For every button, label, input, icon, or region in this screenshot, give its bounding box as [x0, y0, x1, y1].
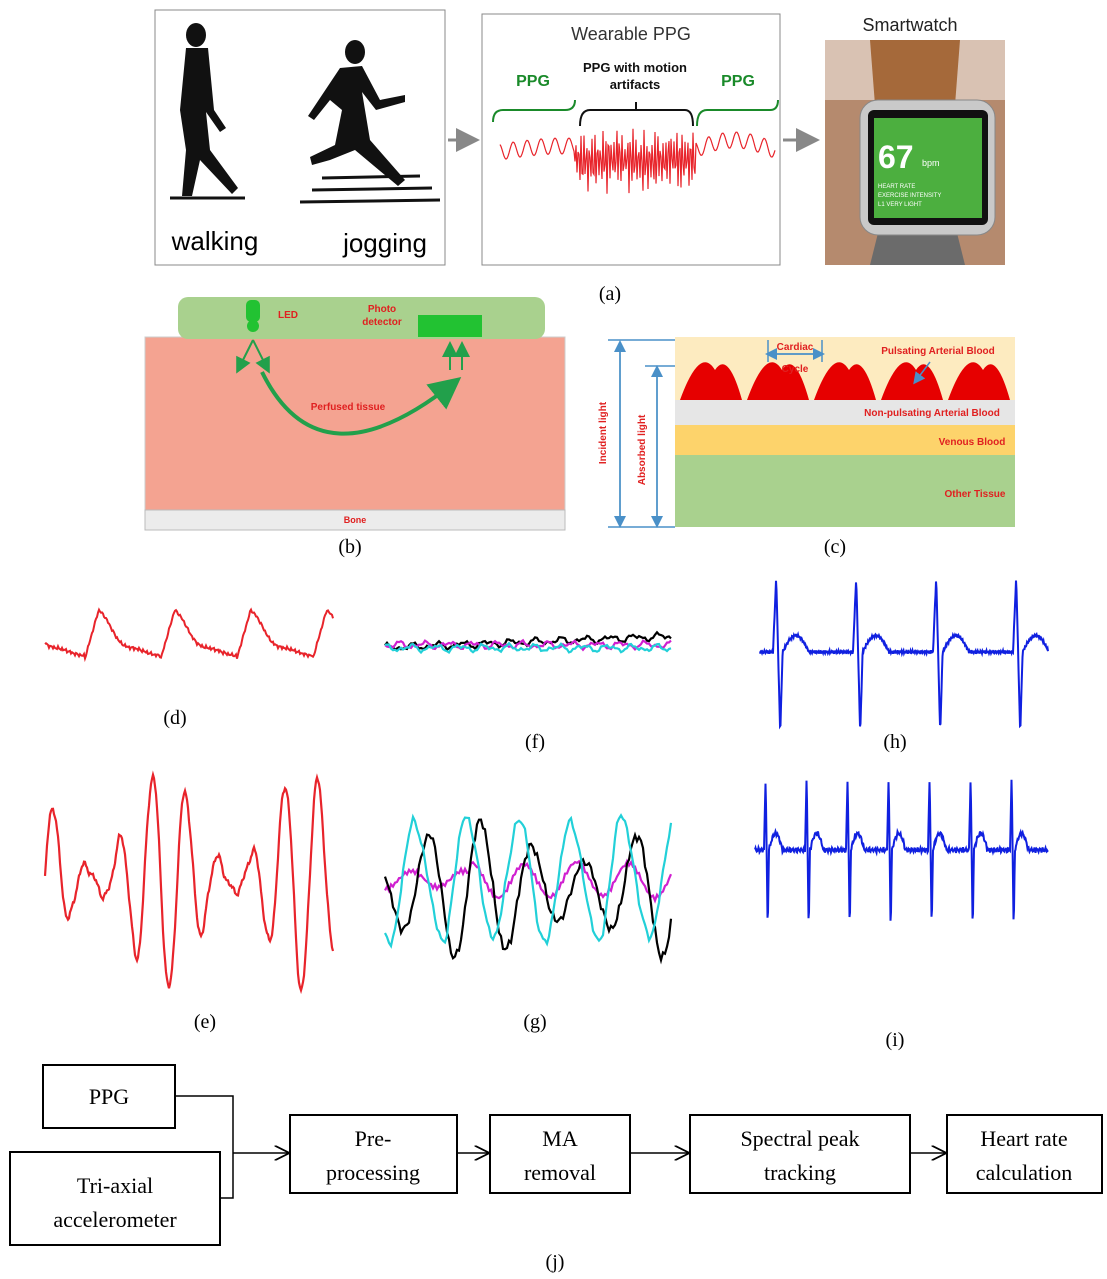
layer-label: Pulsating Arterial Blood [881, 346, 995, 357]
heart-rate: 67 [878, 139, 914, 175]
incident-label: Incident light [598, 401, 609, 464]
layer-label: Non-pulsating Arterial Blood [864, 408, 1000, 419]
photodetector [418, 315, 482, 337]
tissue [145, 337, 565, 512]
ppg-clean [45, 610, 333, 659]
ppg-box [482, 14, 780, 265]
panel-label: (h) [883, 731, 906, 753]
led-icon [246, 300, 260, 332]
segment-label: PPG [721, 73, 755, 90]
layer-label: Other Tissue [945, 489, 1006, 500]
panel-label: (g) [523, 1011, 546, 1033]
segment-label: PPG [516, 73, 550, 90]
panel-label: (b) [338, 536, 361, 558]
panel-label: (a) [599, 283, 621, 305]
panel-label: (j) [546, 1251, 565, 1273]
heart-rate-unit: bpm [922, 158, 940, 168]
panel-a: walking jogging Wearable PPG PPG PPG wit… [155, 10, 1005, 305]
tissue-label: Perfused tissue [311, 402, 386, 413]
layer-label: Venous Blood [939, 437, 1006, 448]
activity-label: jogging [342, 228, 427, 258]
panel-label: (i) [886, 1029, 905, 1051]
ppg-corrupted [45, 775, 333, 991]
watch-title: Smartwatch [862, 15, 957, 35]
panel-label: (e) [194, 1011, 216, 1033]
led-label: LED [278, 310, 298, 321]
ecg-motion [755, 780, 1048, 921]
panel-label: (d) [163, 707, 186, 729]
panel-label: (f) [525, 731, 545, 753]
ppg-title: Wearable PPG [571, 24, 691, 44]
panel-label: (c) [824, 536, 846, 558]
ecg-rest [760, 581, 1048, 727]
waveforms [45, 581, 1048, 991]
bone-label: Bone [344, 515, 367, 525]
input-label: PPG [89, 1084, 129, 1109]
pulsatile-humps [675, 362, 1015, 400]
absorbed-label: Absorbed light [637, 414, 648, 485]
figure: walking jogging Wearable PPG PPG PPG wit… [0, 0, 1107, 1279]
activity-label: walking [171, 226, 259, 256]
